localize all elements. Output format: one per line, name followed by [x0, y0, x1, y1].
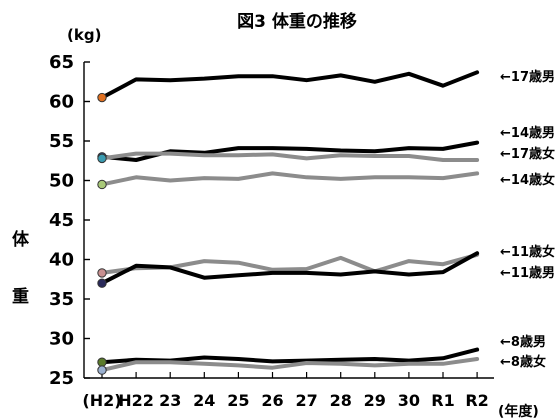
x-tick-label: R2: [465, 391, 488, 410]
y-axis-ticks: 25 30 35 40 45 50 55 60 65: [49, 52, 90, 389]
series-label-6: ←8歳男: [500, 334, 546, 350]
series-lines: [100, 70, 480, 373]
y-tick-label: 25: [49, 368, 74, 389]
y-tick-label: 65: [49, 52, 74, 73]
x-axis-label: (年度): [498, 403, 539, 419]
series-line-4: [100, 252, 480, 275]
x-tick-label: 26: [261, 391, 283, 410]
series-line-7: [100, 357, 480, 373]
x-tick-label: 27: [295, 391, 317, 410]
series-label-1: ←14歳男: [500, 125, 555, 141]
series-start-marker-0: [97, 92, 107, 103]
y-tick-label: 35: [49, 289, 74, 310]
chart-title: 図3 体重の推移: [237, 11, 357, 32]
series-start-marker-4: [97, 268, 107, 278]
x-tick-label: 30: [398, 391, 420, 410]
x-tick-label: R1: [431, 391, 454, 410]
series-line-2: [100, 151, 480, 162]
y-tick-label: 45: [49, 210, 74, 231]
y-tick-label: 50: [49, 171, 74, 192]
series-start-marker-5: [97, 278, 107, 288]
y-axis-label-char-1: 体: [12, 229, 30, 250]
series-label-4: ←11歳女: [500, 244, 555, 260]
y-tick-label: 60: [49, 92, 74, 113]
series-label-3: ←14歳女: [500, 172, 555, 188]
series-label-2: ←17歳女: [500, 146, 555, 162]
series-labels: ←17歳男 ←14歳男 ←17歳女 ←14歳女 ←11歳女 ←11歳男 ←8歳男 ←8歳女: [500, 69, 555, 370]
series-start-marker-2: [97, 153, 107, 164]
x-axis-ticks: (H2)H22 23 24 25 26 27 28 29 30 R1 R2: [82, 372, 489, 410]
x-tick-label: 24: [193, 391, 215, 410]
y-axis-unit: (kg): [67, 26, 101, 44]
x-tick-label: (H2): [82, 391, 121, 410]
x-tick-label: 23: [159, 391, 181, 410]
series-line-5: [100, 251, 480, 286]
series-start-marker-7: [97, 365, 107, 375]
x-tick-label: 28: [330, 391, 352, 410]
series-start-marker-6: [97, 357, 107, 367]
y-tick-label: 55: [49, 131, 74, 152]
series-label-7: ←8歳女: [500, 354, 546, 370]
series-line-0: [100, 70, 480, 100]
series-start-marker-3: [97, 179, 107, 190]
y-tick-label: 30: [49, 329, 74, 350]
series-label-0: ←17歳男: [500, 69, 555, 85]
series-line-3: [100, 171, 480, 187]
x-tick-label: H22: [118, 391, 154, 410]
y-axis-label-char-2: 重: [12, 286, 29, 307]
series-start-markers: [97, 92, 107, 375]
x-tick-label: 29: [364, 391, 386, 410]
series-label-5: ←11歳男: [500, 265, 555, 281]
x-tick-label: 25: [227, 391, 249, 410]
y-tick-label: 40: [49, 250, 74, 271]
